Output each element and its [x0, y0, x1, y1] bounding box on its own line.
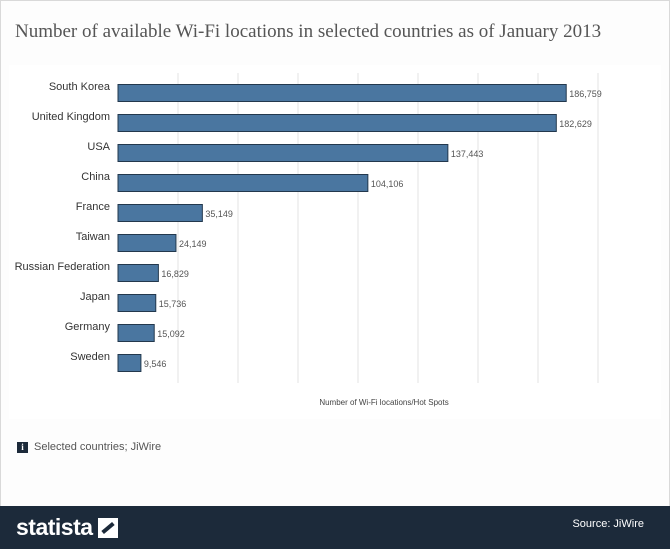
statista-logo[interactable]: statista: [16, 514, 118, 541]
bar: [117, 324, 155, 342]
bar: [117, 234, 177, 252]
bar: [117, 174, 369, 192]
value-label: 186,759: [569, 89, 602, 99]
brand-name: statista: [16, 514, 93, 540]
x-axis-title: Number of Wi-Fi locations/Hot Spots: [319, 398, 448, 407]
value-label: 104,106: [371, 179, 404, 189]
category-label: United Kingdom: [32, 111, 110, 123]
category-label: China: [81, 171, 111, 183]
value-label: 24,149: [179, 239, 207, 249]
value-label: 15,736: [159, 299, 187, 309]
bar: [117, 204, 203, 222]
source-note-text: Selected countries; JiWire: [34, 441, 162, 453]
value-label: 137,443: [451, 149, 484, 159]
value-label: 9,546: [144, 359, 167, 369]
bar: [117, 84, 567, 102]
source-note: i Selected countries; JiWire: [17, 441, 161, 453]
category-label: Taiwan: [76, 231, 110, 243]
category-label: South Korea: [49, 81, 111, 93]
category-label: Germany: [65, 321, 111, 333]
category-label: USA: [87, 141, 110, 153]
value-label: 35,149: [205, 209, 233, 219]
category-label: France: [76, 201, 110, 213]
bar: [117, 264, 159, 282]
bar: [117, 114, 557, 132]
category-label: Russian Federation: [15, 261, 110, 273]
info-icon[interactable]: i: [17, 441, 28, 453]
statista-logo-icon: [97, 517, 118, 538]
footer: statista Source: JiWire: [0, 506, 670, 549]
bar: [117, 294, 157, 312]
footer-source: Source: JiWire: [572, 518, 644, 530]
chart-panel: South Korea 186,759 United Kingdom 182,629 U…: [9, 65, 661, 419]
value-label: 182,629: [559, 119, 592, 129]
category-label: Sweden: [70, 351, 110, 363]
bar: [117, 354, 142, 372]
chart-title: Number of available Wi-Fi locations in s…: [15, 21, 602, 42]
value-label: 16,829: [161, 269, 189, 279]
bar: [117, 144, 449, 162]
category-label: Japan: [80, 291, 110, 303]
bar-chart: South Korea 186,759 United Kingdom 182,629 U…: [15, 73, 602, 407]
value-label: 15,092: [157, 329, 185, 339]
